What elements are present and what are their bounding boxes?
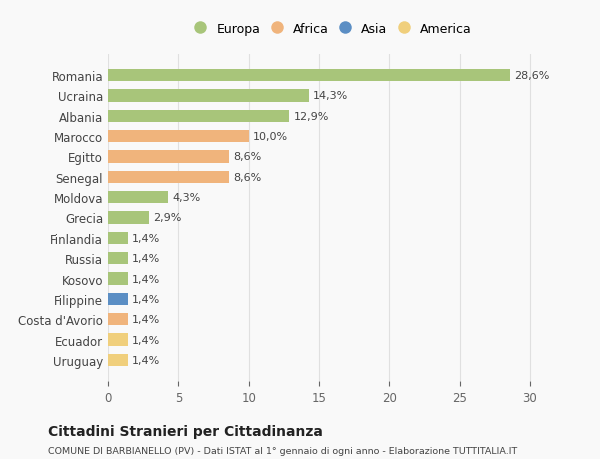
Bar (108, 171, 229, 184)
Text: 2,9%: 2,9% (153, 213, 181, 223)
Bar (108, 334, 128, 346)
Text: 1,4%: 1,4% (132, 233, 160, 243)
Bar (108, 212, 149, 224)
Bar (108, 293, 128, 305)
Text: 4,3%: 4,3% (173, 193, 201, 203)
Text: 12,9%: 12,9% (293, 112, 329, 122)
Bar (108, 131, 248, 143)
Bar (108, 151, 229, 163)
Bar (108, 354, 128, 366)
Bar (108, 192, 169, 204)
Text: 14,3%: 14,3% (313, 91, 349, 101)
Text: 1,4%: 1,4% (132, 294, 160, 304)
Text: 28,6%: 28,6% (514, 71, 550, 81)
Text: 1,4%: 1,4% (132, 254, 160, 263)
Text: 1,4%: 1,4% (132, 274, 160, 284)
Text: 8,6%: 8,6% (233, 152, 262, 162)
Text: COMUNE DI BARBIANELLO (PV) - Dati ISTAT al 1° gennaio di ogni anno - Elaborazion: COMUNE DI BARBIANELLO (PV) - Dati ISTAT … (48, 446, 517, 455)
Bar (108, 273, 128, 285)
Text: 1,4%: 1,4% (132, 314, 160, 325)
Text: 1,4%: 1,4% (132, 355, 160, 365)
Bar (108, 111, 289, 123)
Text: 1,4%: 1,4% (132, 335, 160, 345)
Bar (108, 232, 128, 244)
Bar (108, 313, 128, 325)
Bar (108, 70, 510, 82)
Legend: Europa, Africa, Asia, America: Europa, Africa, Asia, America (190, 19, 476, 39)
Bar (108, 252, 128, 265)
Text: 10,0%: 10,0% (253, 132, 288, 142)
Text: 8,6%: 8,6% (233, 173, 262, 182)
Bar (108, 90, 309, 102)
Text: Cittadini Stranieri per Cittadinanza: Cittadini Stranieri per Cittadinanza (48, 425, 323, 438)
